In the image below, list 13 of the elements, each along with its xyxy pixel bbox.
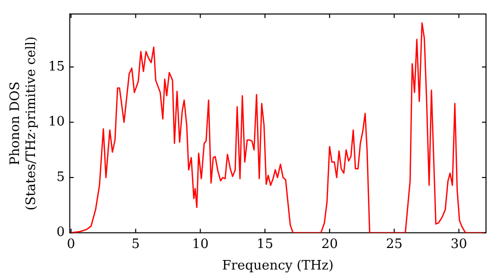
x-tick-label: 0: [66, 236, 76, 252]
x-tick-label: 15: [256, 236, 274, 252]
x-tick-label: 30: [450, 236, 468, 252]
y-tick-label: 10: [48, 114, 65, 130]
x-tick-label: 20: [321, 236, 338, 252]
y-tick-label: 5: [56, 170, 65, 185]
x-tick-label: 10: [192, 236, 209, 252]
x-tick-label: 25: [386, 236, 402, 252]
y-tick-label: 15: [48, 59, 65, 74]
y-tick-label: 0: [56, 225, 65, 240]
x-axis-title: Frequency (THz): [222, 258, 334, 274]
x-tick-label: 5: [132, 236, 140, 252]
y-axis-title: Phonon DOS (States/THz·primitive cell): [8, 36, 39, 210]
